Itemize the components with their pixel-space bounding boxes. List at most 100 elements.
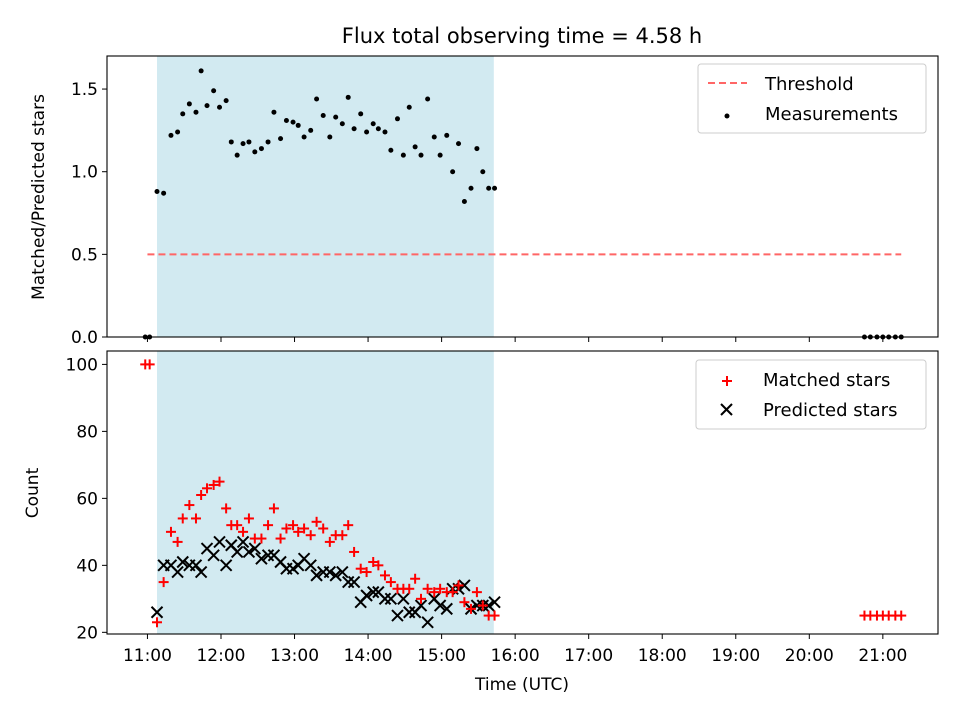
measurement-point [223, 98, 229, 104]
matched-point [489, 610, 500, 621]
ratio-y-tick-label: 1.0 [71, 163, 98, 183]
measurement-point [345, 94, 351, 100]
legend-threshold-label: Threshold [764, 74, 854, 95]
measurement-point [468, 185, 474, 191]
measurement-point [339, 121, 345, 127]
measurement-point [283, 117, 289, 123]
measurement-point [400, 152, 406, 158]
measurement-point [388, 147, 394, 153]
matched-point [214, 476, 225, 487]
measurement-point [278, 136, 284, 142]
matched-point [152, 617, 163, 628]
predicted-point [397, 592, 410, 606]
x-tick-label: 15:00 [417, 646, 466, 666]
matched-point [896, 610, 907, 621]
matched-point [429, 587, 440, 598]
matched-point [337, 530, 348, 541]
count-y-tick-label: 100 [66, 355, 98, 375]
ratio-panel: 0.0 0.5 1.0 1.5 Matched/Predicted stars Thr… [29, 55, 939, 348]
matched-point [343, 520, 354, 531]
measurement-point [161, 190, 167, 196]
measurement-point [474, 146, 480, 152]
predicted-point [367, 585, 380, 599]
count-legend: Matched stars Predicted stars [695, 359, 927, 430]
matched-point [385, 577, 396, 588]
matched-point [324, 536, 335, 547]
measurement-point [412, 144, 418, 150]
predicted-point [219, 559, 233, 572]
matched-point [422, 583, 433, 594]
predicted-point [242, 545, 256, 559]
measurement-point [406, 104, 412, 110]
measurement-point [382, 129, 388, 135]
predicted-point [230, 545, 244, 559]
measurement-point [301, 134, 307, 140]
measurement-point [154, 189, 160, 195]
chart-title: Flux total observing time = 4.58 h [342, 24, 702, 48]
matched-point [221, 503, 232, 514]
measurement-point [295, 122, 301, 128]
x-tick-label: 21:00 [858, 646, 907, 666]
predicted-point [176, 555, 189, 569]
matched-point [435, 583, 446, 594]
ratio-y-tick-label: 1.5 [71, 80, 98, 100]
matched-point [416, 593, 427, 604]
matched-point [361, 567, 372, 578]
measurement-point [351, 126, 357, 132]
count-y-tick-label: 80 [76, 422, 98, 442]
matched-point [238, 526, 249, 537]
matched-point [349, 546, 360, 557]
matched-point [305, 530, 316, 541]
matched-point [471, 587, 482, 598]
matched-point [165, 526, 176, 537]
matched-point [466, 603, 477, 614]
measurement-point [168, 132, 174, 138]
matched-point [172, 536, 183, 547]
matched-point [453, 580, 464, 591]
matched-point [368, 556, 379, 567]
ratio-y-axis-label: Matched/Predicted stars [29, 94, 49, 300]
matched-point [293, 526, 304, 537]
measurement-point [492, 185, 498, 191]
x-tick-label: 13:00 [270, 646, 319, 666]
predicted-point [171, 565, 184, 579]
x-tick-label: 16:00 [491, 646, 540, 666]
matched-point [311, 516, 322, 527]
observing-band-top [157, 56, 494, 337]
count-legend-box [695, 359, 927, 430]
predicted-point [458, 579, 471, 592]
measurement-point [327, 134, 333, 140]
measurement-point [425, 96, 431, 102]
legend-measurements-swatch [724, 113, 730, 119]
predicted-point [213, 535, 226, 549]
legend-matched-label: Matched stars [763, 370, 890, 391]
measurement-point [271, 109, 277, 115]
measurement-point [198, 68, 204, 74]
measurement-point [461, 198, 467, 204]
predicted-point [347, 575, 361, 589]
measurement-point [450, 169, 456, 175]
observing-band-bottom [157, 351, 494, 634]
measurement-point [175, 129, 181, 135]
measurement-point [320, 113, 326, 119]
measurement-point [204, 103, 210, 109]
predicted-point [336, 565, 349, 579]
predicted-point [248, 542, 262, 555]
count-panel: 20 40 60 80 100 11:00 12:00 13:00 14:00 15:00 16:… [23, 350, 939, 695]
x-axis-label: Time (UTC) [474, 675, 569, 695]
predicted-point [207, 549, 220, 562]
matched-point [281, 523, 292, 534]
predicted-point [150, 606, 164, 619]
measurement-point [437, 152, 443, 158]
matched-point [379, 570, 390, 581]
measurement-point [308, 127, 314, 133]
predicted-point [304, 559, 317, 572]
measurement-point [234, 152, 240, 158]
predicted-point [440, 602, 453, 616]
matched-point [447, 587, 458, 598]
predicted-point [329, 569, 342, 582]
measurement-point [456, 141, 462, 147]
measurement-point [444, 132, 450, 138]
matched-point [355, 563, 366, 574]
